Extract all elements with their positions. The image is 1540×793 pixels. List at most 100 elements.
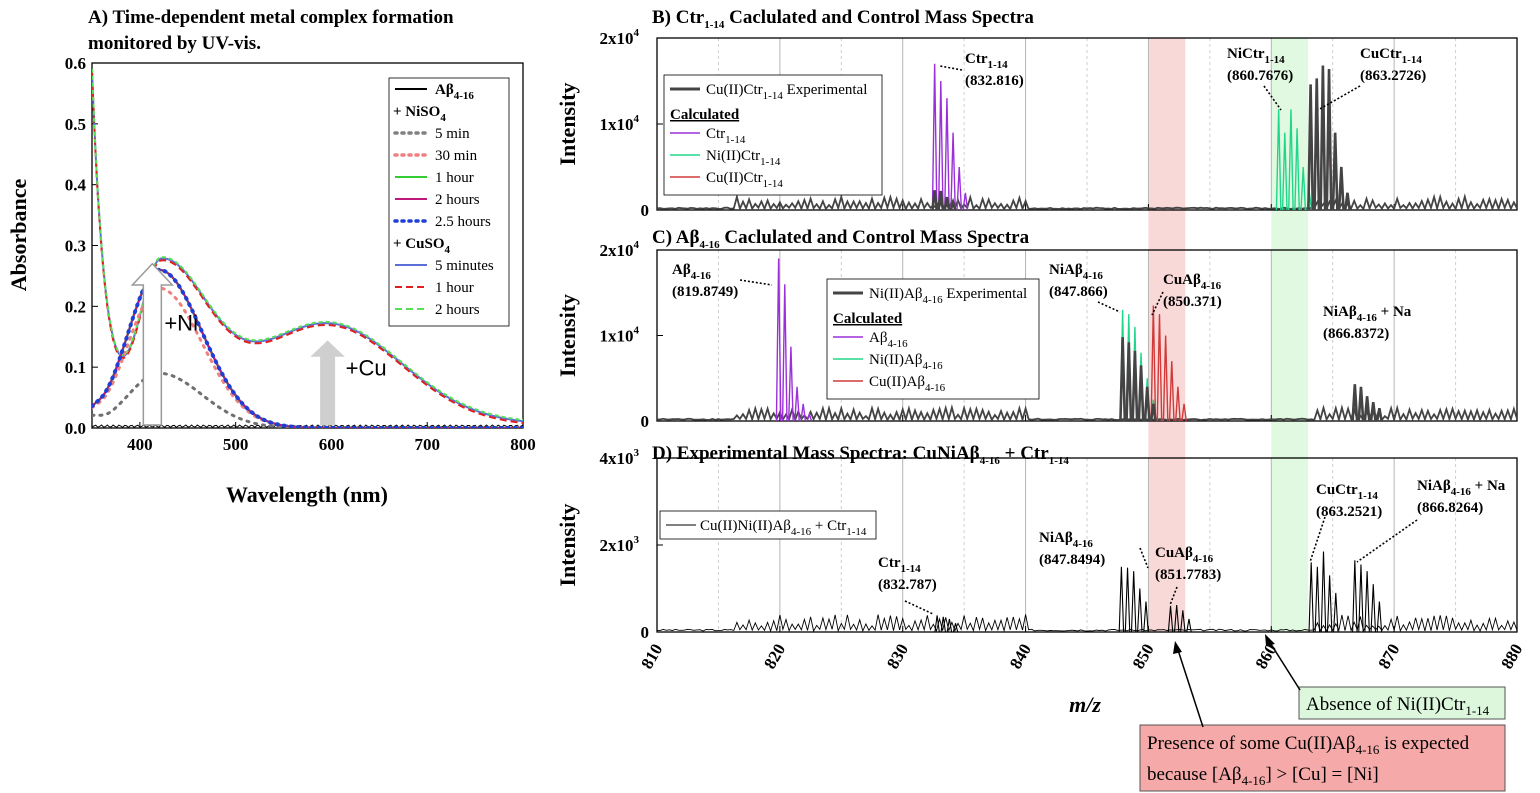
spectrum-peak bbox=[1333, 592, 1339, 632]
ytick-label-part: 1x10 bbox=[600, 327, 634, 346]
spectrum-peak bbox=[1307, 84, 1315, 210]
panel-b: B) Ctr 1-14 Caclulated and Control Mass S… bbox=[555, 7, 1518, 220]
legend-calculated-header: Calculated bbox=[670, 107, 740, 123]
legend-experimental-label-part: Experimental bbox=[783, 82, 868, 98]
peak-annotation-value: (832.787) bbox=[878, 577, 937, 593]
spectrum-peak bbox=[950, 132, 956, 210]
panel-d-title-part: + Ctr bbox=[1000, 443, 1049, 464]
spectrum-peak bbox=[806, 411, 813, 421]
ytick-label-part: 2x10 bbox=[600, 536, 634, 555]
peak-annotation-value: (866.8372) bbox=[1323, 326, 1389, 342]
spectrum-peak bbox=[1376, 601, 1383, 632]
panel-a-xtick-label: 600 bbox=[319, 435, 345, 454]
legend-calc-label-part: 1-14 bbox=[725, 134, 746, 146]
peak-annotation-part: 4-16 bbox=[1357, 312, 1378, 324]
spectrum-peak bbox=[1124, 567, 1131, 632]
panel-a-legend-header-part: + NiSO bbox=[393, 104, 440, 120]
xtick-label: 880 bbox=[1497, 641, 1526, 673]
panel-a-series bbox=[92, 68, 523, 428]
ytick-label-part: 4 bbox=[634, 27, 640, 39]
mass-spectra-panels: B) Ctr 1-14 Caclulated and Control Mass S… bbox=[555, 7, 1526, 672]
peak-annotation-part: + Na bbox=[1471, 478, 1506, 494]
peak-annotation-part: + Na bbox=[1377, 304, 1412, 320]
panel-a-legend-label-part: 1 hour bbox=[435, 280, 474, 296]
peak-annotation-part: 1-14 bbox=[988, 59, 1009, 71]
panel-a-xtick-label: 400 bbox=[127, 435, 153, 454]
peak-annotation-part: 4-16 bbox=[1083, 270, 1104, 282]
panel-a-plot: 400 500 600 700 800 0.0 0.1 0.2 0.3 0.4 0.5 0.6 +Ni +… bbox=[65, 54, 536, 454]
spectrum-peak bbox=[794, 386, 800, 421]
legend-calc-label-part: Cu(II)Aβ bbox=[869, 374, 925, 390]
panel-a-legend-label-part: 2 hours bbox=[435, 192, 480, 208]
panel-a-legend-label-part: 30 min bbox=[435, 148, 478, 164]
spectrum-peak bbox=[1343, 192, 1351, 210]
peak-annotation-value: (847.8494) bbox=[1039, 552, 1105, 568]
legend-label-part: 4-16 bbox=[791, 526, 812, 538]
spectrum-peak bbox=[1162, 335, 1169, 421]
panel-series bbox=[657, 258, 1517, 421]
legend-label: Cu(II)Ni(II)Aβ4-16 + Ctr1-14 bbox=[700, 518, 867, 538]
spectrum-peak bbox=[943, 196, 951, 210]
panel-b-title-part: B) Ctr bbox=[652, 7, 705, 28]
peak-annotation: NiAβ4-16 + Na bbox=[1417, 478, 1506, 498]
peak-annotation: NiCtr1-14 bbox=[1227, 46, 1285, 66]
spectrum-peak bbox=[1314, 566, 1321, 632]
legend-calc-label-part: 1-14 bbox=[763, 178, 784, 190]
peak-annotation-value: (863.2726) bbox=[1360, 68, 1426, 84]
panel-a-legend-label: 5 minutes bbox=[435, 258, 494, 274]
series-abeta-apo bbox=[92, 424, 523, 428]
peak-annotation-part: CuAβ bbox=[1163, 272, 1201, 288]
ytick-label-part: 4x10 bbox=[600, 449, 634, 468]
legend-experimental-label-part: 4-16 bbox=[922, 294, 943, 306]
peak-annotation-value: (866.8264) bbox=[1417, 500, 1483, 516]
legend-calc-label: Ni(II)Ctr1-14 bbox=[706, 148, 781, 168]
absence-text: Absence of Ni(II)Ctr1-14 bbox=[1306, 694, 1490, 718]
xtick-label: 850 bbox=[1129, 641, 1158, 673]
spectrum-peak bbox=[1156, 314, 1163, 421]
xtick-label: 870 bbox=[1374, 641, 1403, 673]
panel-a-title: A) Time-dependent metal complex formatio… bbox=[88, 7, 454, 28]
spectrum-peak bbox=[1351, 384, 1359, 421]
legend-calculated-header: Calculated bbox=[833, 311, 903, 327]
xtick-label: 840 bbox=[1006, 641, 1035, 673]
legend-calc-label-part: 4-16 bbox=[922, 360, 943, 372]
ytick-label: 1x104 bbox=[600, 325, 640, 346]
ytick-label-part: 4 bbox=[634, 325, 640, 337]
legend-calc-label-part: 4-16 bbox=[925, 382, 946, 394]
legend-experimental-label: Ni(II)Aβ4-16 Experimental bbox=[869, 286, 1027, 306]
ytick-label: 0 bbox=[641, 201, 650, 220]
spectrum-peak bbox=[1119, 337, 1127, 421]
ytick-label: 2x104 bbox=[600, 27, 640, 48]
panel-a-ytick-label: 0.4 bbox=[65, 176, 87, 195]
panel-a-legend-label: 1 hour bbox=[435, 280, 474, 296]
annotation-leader bbox=[1097, 301, 1121, 313]
peak-annotation-value: (850.371) bbox=[1163, 294, 1222, 310]
spectrum-peak bbox=[1294, 128, 1300, 210]
legend-experimental-label-part: Cu(II)Ctr bbox=[706, 82, 763, 98]
panel-b-title-part: Caclulated and Control Mass Spectra bbox=[724, 7, 1034, 28]
spectrum-peak bbox=[1358, 564, 1364, 632]
peak-annotation: Ctr1-14 bbox=[878, 555, 921, 575]
peak-annotation-part: 1-14 bbox=[1402, 54, 1423, 66]
absence-arrowhead bbox=[1265, 634, 1275, 646]
peak-annotation: NiAβ4-16 bbox=[1039, 530, 1093, 550]
spectrum-peak bbox=[1137, 588, 1143, 632]
ytick-label-part: 3 bbox=[634, 447, 640, 459]
peak-annotation-part: 1-14 bbox=[901, 563, 922, 575]
peak-annotation-part: NiAβ bbox=[1049, 262, 1083, 278]
spectrum-peak bbox=[1375, 407, 1383, 421]
panel-a-ytick-label: 0.2 bbox=[65, 297, 86, 316]
spectrum-peak bbox=[1143, 386, 1151, 421]
peak-annotation-part: 4-16 bbox=[1201, 280, 1222, 292]
peak-annotation: CuCtr1-14 bbox=[1316, 482, 1378, 502]
panel-a-legend-header-part: + CuSO bbox=[393, 236, 444, 252]
panel-d-title-part: D) Experimental Mass Spectra: CuNiAβ bbox=[652, 443, 980, 464]
spectrum-peak bbox=[1326, 575, 1333, 632]
series-ni-5min bbox=[92, 371, 523, 428]
panel-a-legend-label: 2.5 hours bbox=[435, 214, 491, 230]
spectrum-peak bbox=[1125, 342, 1133, 421]
peak-annotation-part: 1-14 bbox=[1358, 490, 1379, 502]
panel-a: A) Time-dependent metal complex formatio… bbox=[6, 7, 536, 507]
panel-a-xtick-label: 700 bbox=[414, 435, 440, 454]
